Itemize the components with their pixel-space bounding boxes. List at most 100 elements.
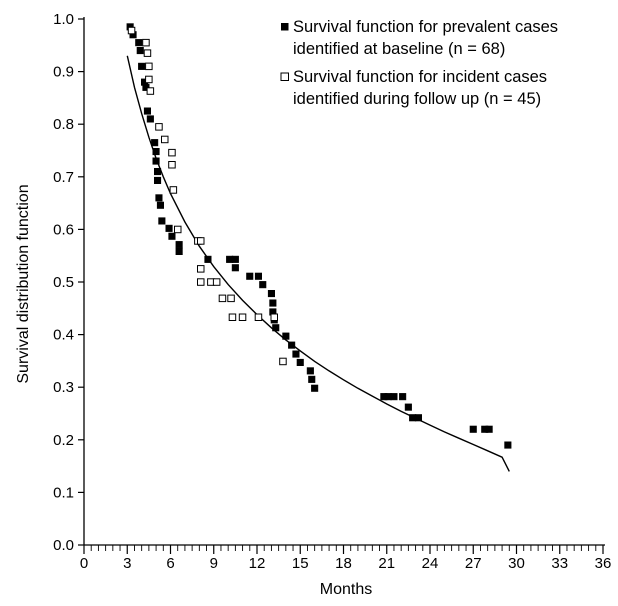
y-tick-label: 0.9 [53, 64, 74, 81]
y-tick-label: 0.2 [53, 432, 74, 449]
legend: Survival function for prevalent cases id… [280, 18, 558, 108]
incident-case-point [145, 62, 153, 71]
y-tick-label: 0.6 [53, 221, 74, 238]
prevalent-case-point [135, 39, 143, 47]
y-tick-label: 0.8 [53, 116, 74, 133]
incident-case-point [270, 313, 278, 321]
incident-case-point [212, 278, 221, 286]
x-tick-label: 0 [80, 555, 88, 572]
y-tick-label: 0.7 [53, 169, 74, 186]
prevalent-case-point [254, 272, 262, 280]
prevalent-case-point [267, 289, 276, 298]
x-tick-label: 21 [378, 555, 395, 572]
incident-case-point [279, 357, 287, 366]
legend-label-incident-line2: identified during follow up (n = 45) [293, 90, 541, 108]
legend-marker-prevalent [281, 23, 289, 31]
incident-case-point [238, 313, 247, 321]
prevalent-case-point [156, 201, 164, 209]
prevalent-case-point [155, 194, 163, 202]
incident-case-point [227, 294, 235, 303]
y-axis-title: Survival distribution function [15, 184, 32, 383]
prevalent-case-point [288, 341, 296, 349]
fitted-survival-curve [126, 55, 510, 472]
prevalent-case-point [165, 224, 173, 232]
prevalent-case-point [399, 393, 407, 401]
prevalent-case-point [138, 62, 146, 70]
prevalent-case-point [231, 264, 239, 272]
prevalent-case-point [158, 217, 166, 225]
prevalent-case-point [231, 255, 239, 263]
incident-case-point [155, 123, 163, 131]
prevalent-case-point [311, 384, 319, 392]
prevalent-case-point [469, 425, 477, 433]
x-tick-label: 12 [249, 555, 266, 572]
incident-case-point [218, 294, 227, 303]
x-tick-label: 3 [123, 555, 131, 572]
incident-case-point [169, 186, 178, 194]
legend-label-incident-line1: Survival function for incident cases [293, 68, 547, 86]
prevalent-case-point [143, 107, 151, 115]
prevalent-case-point [154, 168, 162, 176]
legend-label-prevalent-line1: Survival function for prevalent cases [293, 18, 558, 36]
prevalent-case-point [269, 299, 277, 307]
incident-case-point [142, 38, 150, 47]
x-tick-label: 27 [465, 555, 482, 572]
prevalent-case-point [136, 46, 144, 55]
prevalent-case-point [404, 403, 412, 411]
incident-case-point [146, 87, 155, 95]
incident-case-point [174, 225, 182, 234]
y-tick-label: 0.5 [53, 274, 74, 291]
prevalent-case-point [485, 425, 493, 433]
incident-case-point [254, 313, 263, 321]
x-tick-label: 33 [551, 555, 568, 572]
prevalent-case-point [204, 255, 212, 263]
x-tick-label: 30 [508, 555, 525, 572]
legend-label-prevalent-line2: identified at baseline (n = 68) [293, 40, 505, 58]
y-tick-label: 1.0 [53, 11, 74, 28]
prevalent-case-point [296, 358, 304, 367]
y-tick-label: 0.4 [53, 327, 74, 344]
incident-case-point [197, 237, 205, 245]
x-tick-label: 6 [166, 555, 174, 572]
y-tick-label: 0.1 [53, 484, 74, 501]
legend-marker-incident [280, 72, 289, 81]
incident-case-point [145, 75, 153, 84]
prevalent-case-point [152, 157, 160, 165]
y-tick-label: 0.3 [53, 379, 74, 396]
prevalent-case-point [246, 272, 254, 280]
prevalent-case-point [504, 441, 512, 449]
data-points [126, 23, 512, 449]
prevalent-case-point [308, 375, 316, 383]
incident-case-point [168, 148, 176, 157]
x-axis-ticks: 0 3 6 9 12 15 18 21 24 27 30 33 36 [80, 545, 612, 572]
incident-case-point [168, 161, 176, 169]
x-tick-label: 15 [292, 555, 309, 572]
y-tick-label: 0.0 [53, 537, 74, 554]
prevalent-case-point [168, 232, 176, 240]
incident-case-point [228, 313, 237, 321]
x-tick-label: 9 [210, 555, 218, 572]
prevalent-case-point [259, 281, 267, 289]
prevalent-case-point [292, 350, 300, 358]
prevalent-case-point [272, 324, 280, 332]
incident-case-point [197, 278, 205, 286]
x-axis-title: Months [320, 581, 372, 598]
x-tick-label: 24 [422, 555, 439, 572]
x-tick-label: 36 [595, 555, 612, 572]
x-tick-label: 18 [335, 555, 352, 572]
incident-case-point [161, 135, 169, 144]
incident-case-point [197, 265, 205, 273]
prevalent-case-point [306, 367, 314, 375]
y-axis-ticks: 0.0 0.1 0.2 0.3 0.4 0.5 0.6 0.7 0.8 0.9 1.0 [53, 11, 84, 554]
prevalent-case-point [414, 414, 423, 422]
fitted-curve-group [126, 55, 510, 472]
incident-case-point [143, 49, 152, 57]
prevalent-case-point [151, 139, 159, 147]
prevalent-case-point [390, 393, 398, 401]
prevalent-case-point [175, 241, 183, 249]
prevalent-case-point [154, 176, 162, 184]
incident-case-point [127, 26, 136, 35]
prevalent-case-point [175, 247, 183, 255]
